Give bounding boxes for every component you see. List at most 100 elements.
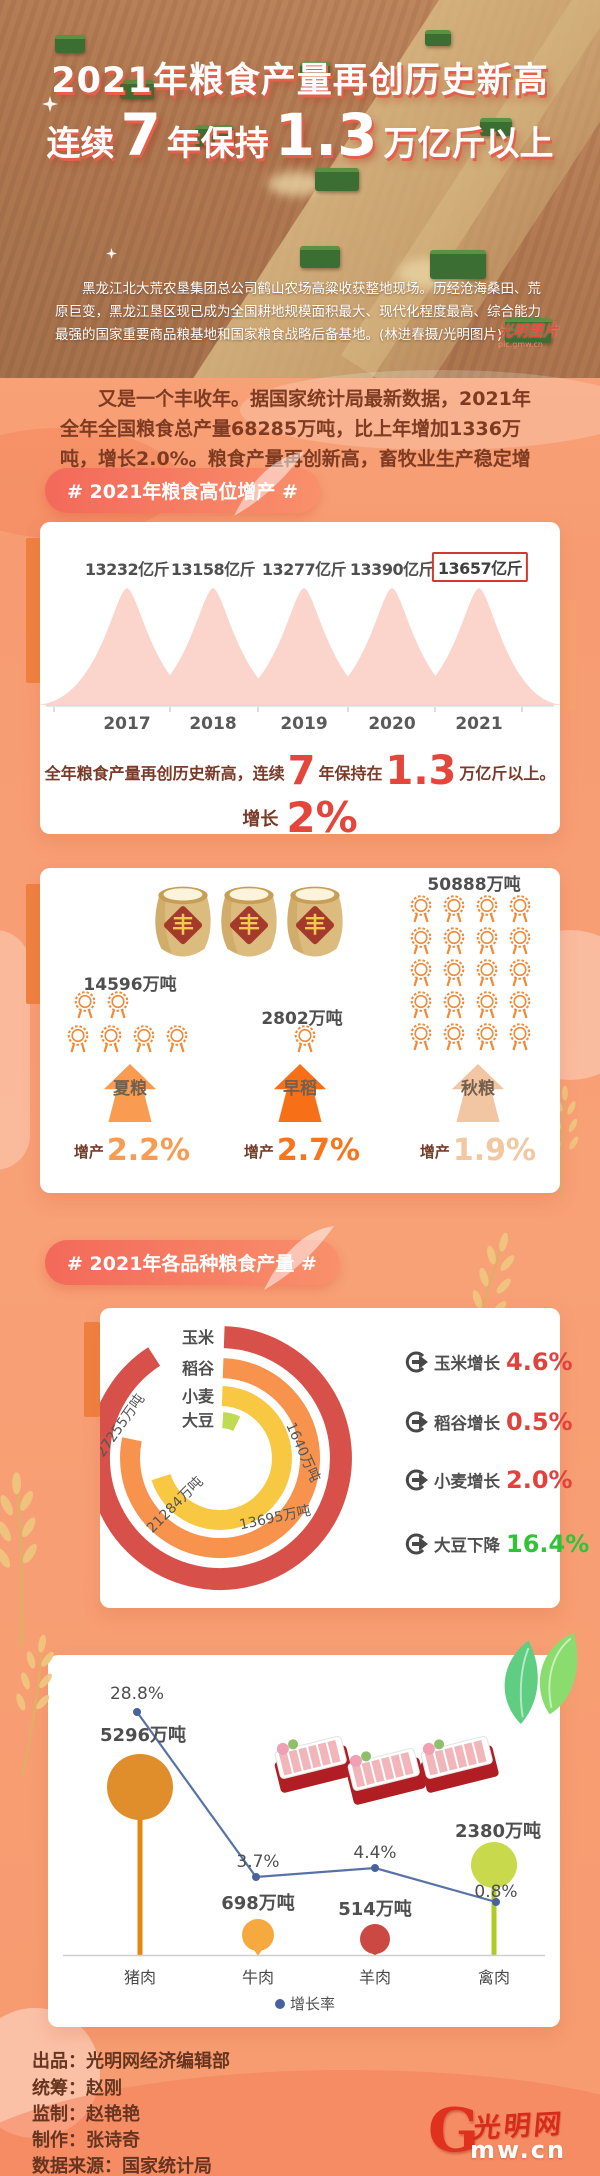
gmw-photo-watermark: 光明图片 pic.gmw.cn xyxy=(498,324,558,349)
card-accent-bar xyxy=(26,884,42,1004)
autumn-growth-value: 1.9% xyxy=(452,1133,537,1168)
mutton-rate-label: 4.4% xyxy=(353,1843,396,1863)
rice-change-label: 稻谷增长 xyxy=(434,1414,500,1433)
wheat-change-value: 2.0% xyxy=(506,1466,573,1494)
year-tick: 2021 xyxy=(455,714,503,734)
summer-pictogram-row1 xyxy=(72,990,131,1020)
meat-output-card: 28.8% 3.7% 4.4% 0.8% 5296万吨 698万吨 514万吨 … xyxy=(48,1655,560,2027)
grain-badge-icon xyxy=(441,926,467,956)
peak-value-label: 13390亿斤 xyxy=(349,560,435,579)
pork-rate-label: 28.8% xyxy=(110,1684,164,1704)
summer-grain-label: 夏粮 xyxy=(113,1079,147,1099)
growth-prefix: 增产 xyxy=(73,1143,104,1161)
beef-value-label: 698万吨 xyxy=(221,1892,295,1914)
rice-label: 稻谷 xyxy=(182,1359,215,1378)
wheat-change-label: 小麦增长 xyxy=(434,1472,500,1491)
credit-producer: 出品：光明网经济编辑部 xyxy=(32,2051,230,2072)
cycle-arrow-icon xyxy=(402,1468,428,1492)
up-arrow-autumn xyxy=(451,1064,505,1122)
growth-label: 增长 xyxy=(242,809,279,830)
peak-value-label: 13232亿斤 xyxy=(84,560,170,579)
early-rice-value: 2802万吨 xyxy=(261,1009,343,1029)
bar-decoration xyxy=(0,930,30,1170)
grain-badge-icon xyxy=(441,894,467,924)
harvester-icon xyxy=(55,35,85,53)
peak-value-label: 13277亿斤 xyxy=(261,560,347,579)
growth-prefix: 增产 xyxy=(243,1143,274,1161)
peak-value-label: 13158亿斤 xyxy=(170,560,256,579)
grain-badge-icon xyxy=(98,1024,124,1054)
credit-supervisor: 监制：赵艳艳 xyxy=(32,2104,140,2125)
feather-icon xyxy=(264,1226,334,1290)
main-subtitle: 连续 7 年保持 1.3 万亿斤以上 xyxy=(0,106,600,165)
harvester-icon xyxy=(425,30,451,46)
grain-badge-icon xyxy=(105,990,131,1020)
soybean-label: 大豆 xyxy=(182,1411,214,1430)
year-tick: 2017 xyxy=(103,714,151,734)
year-tick: 2018 xyxy=(189,714,237,734)
autumn-grain-label: 秋粮 xyxy=(461,1079,495,1099)
grain-badge-icon xyxy=(507,1022,533,1052)
grain-bag-icon xyxy=(150,880,216,958)
up-arrow-early-rice xyxy=(273,1064,327,1122)
pork-value-label: 5296万吨 xyxy=(100,1724,186,1746)
year-tick: 2020 xyxy=(368,714,416,734)
beef-category: 牛肉 xyxy=(242,1968,274,1987)
grain-badge-icon xyxy=(474,1022,500,1052)
subtitle-big-number-7: 7 xyxy=(120,101,161,169)
summer-pictogram-row2 xyxy=(65,1024,190,1054)
harvester-icon xyxy=(300,246,340,268)
autumn-growth: 增产 1.9% xyxy=(419,1130,537,1168)
cycle-arrow-icon xyxy=(402,1410,428,1434)
early-rice-growth-value: 2.7% xyxy=(276,1133,361,1168)
grain-badge-icon xyxy=(474,894,500,924)
grain-badge-icon xyxy=(507,958,533,988)
grain-badge-icon xyxy=(408,894,434,924)
section1-badge-label: # 2021年粮食高位增产 # xyxy=(67,481,298,503)
beef-rate-label: 3.7% xyxy=(236,1852,279,1872)
summary-part: 全年粮食产量再创历史新高，连续 xyxy=(44,764,285,783)
seasonal-output-card: 50888万吨 14596万吨 2802万吨 夏粮 早稻 秋粮 增产 2.2% 增… xyxy=(40,868,560,1193)
early-rice-growth: 增产 2.7% xyxy=(243,1130,361,1168)
corn-label: 玉米 xyxy=(182,1328,215,1347)
card-accent-bar xyxy=(84,1322,100,1417)
legend-growth-rate: 增长率 xyxy=(290,1995,335,2013)
sparkle-icon xyxy=(42,96,58,112)
main-title: 2021年粮食产量再创历史新高 xyxy=(51,61,549,101)
poultry-rate-label: 0.8% xyxy=(474,1882,517,1902)
grain-badge-icon xyxy=(292,1024,318,1054)
corn-change-value: 4.6% xyxy=(506,1348,573,1376)
grain-badge-icon xyxy=(408,990,434,1020)
soybean-change-label: 大豆下降 xyxy=(434,1536,500,1555)
grain-badge-icon xyxy=(507,990,533,1020)
summary-line: 全年粮食产量再创历史新高，连续7 年保持在1.3 万亿斤以上。 xyxy=(40,746,560,791)
summary-big-1-3: 1.3 xyxy=(385,748,457,794)
harvester-icon xyxy=(120,80,154,99)
wave-decoration xyxy=(240,370,600,450)
subtitle-part: 连续 xyxy=(46,124,115,164)
grain-badge-icon xyxy=(164,1024,190,1054)
credit-coordinator: 统筹：赵刚 xyxy=(32,2078,122,2099)
grain-badge-icon xyxy=(441,958,467,988)
harvester-icon xyxy=(430,250,486,279)
crop-radial-chart: 玉米 稻谷 小麦 大豆 27255万吨 21284万吨 13695万吨 1640… xyxy=(100,1326,352,1591)
subtitle-part: 年保持 xyxy=(166,124,269,164)
annual-output-card: 13232亿斤 13158亿斤 13277亿斤 13390亿斤 13657亿斤 … xyxy=(40,522,560,839)
meat-tray-icons xyxy=(274,1735,499,1805)
summary-part: 万亿斤以上。 xyxy=(459,764,556,783)
card-accent-bar xyxy=(560,600,576,710)
gmw-logo-g: G xyxy=(428,2096,480,2166)
grain-badge-icon xyxy=(474,926,500,956)
soybean-change-value: 16.4% xyxy=(506,1530,590,1558)
summer-growth-value: 2.2% xyxy=(106,1133,191,1168)
wheat-change-item: 小麦增长 2.0% xyxy=(402,1466,573,1494)
grain-badge-icon xyxy=(441,1022,467,1052)
autumn-grain-value: 50888万吨 xyxy=(427,875,521,895)
gmw-logo-url: mw.cn xyxy=(470,2136,567,2164)
growth-line: 增长 2% xyxy=(40,790,560,839)
grain-badge-icon xyxy=(441,990,467,1020)
growth-prefix: 增产 xyxy=(419,1143,450,1161)
pork-category: 猪肉 xyxy=(124,1968,156,1987)
sparkle-icon xyxy=(106,248,117,259)
